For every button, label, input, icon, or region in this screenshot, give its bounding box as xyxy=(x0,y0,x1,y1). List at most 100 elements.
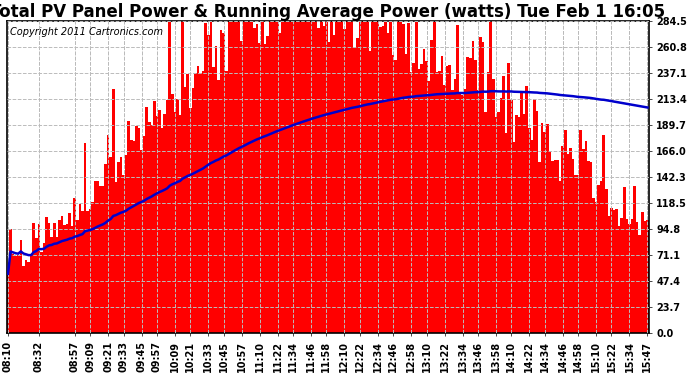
Bar xyxy=(304,21,307,333)
Bar xyxy=(592,198,595,333)
Bar xyxy=(417,69,420,333)
Bar xyxy=(331,21,333,333)
Bar xyxy=(646,220,649,333)
Bar xyxy=(348,21,351,333)
Bar xyxy=(135,126,138,333)
Bar xyxy=(222,33,225,333)
Bar xyxy=(150,125,153,333)
Bar xyxy=(71,226,73,333)
Bar xyxy=(371,21,374,333)
Bar xyxy=(325,21,328,333)
Bar xyxy=(12,254,14,333)
Bar xyxy=(7,274,9,333)
Bar xyxy=(469,58,471,333)
Bar xyxy=(210,21,212,333)
Bar xyxy=(562,146,564,333)
Bar xyxy=(143,135,146,333)
Bar xyxy=(384,21,387,333)
Bar xyxy=(30,255,32,333)
Bar xyxy=(89,209,92,333)
Bar xyxy=(359,21,361,333)
Bar xyxy=(638,235,641,333)
Bar xyxy=(48,223,50,333)
Bar xyxy=(194,73,197,333)
Bar xyxy=(595,202,598,333)
Bar xyxy=(171,94,174,333)
Bar xyxy=(574,175,577,333)
Bar xyxy=(368,51,371,333)
Bar xyxy=(374,21,377,333)
Bar xyxy=(351,21,353,333)
Bar xyxy=(549,152,551,333)
Bar xyxy=(587,161,590,333)
Bar xyxy=(220,30,222,333)
Bar xyxy=(487,72,489,333)
Bar xyxy=(61,216,63,333)
Bar xyxy=(235,21,238,333)
Bar xyxy=(341,21,343,333)
Bar xyxy=(268,21,271,333)
Bar xyxy=(559,181,562,333)
Bar xyxy=(535,111,538,333)
Bar xyxy=(277,21,279,333)
Bar xyxy=(101,186,104,333)
Bar xyxy=(644,221,646,333)
Bar xyxy=(240,41,243,333)
Bar xyxy=(99,186,101,333)
Bar xyxy=(448,64,451,333)
Bar xyxy=(125,155,128,333)
Bar xyxy=(577,176,580,333)
Bar xyxy=(556,160,559,333)
Bar xyxy=(94,181,97,333)
Bar xyxy=(181,21,184,333)
Bar xyxy=(446,66,448,333)
Bar xyxy=(292,21,295,333)
Text: Copyright 2011 Cartronics.com: Copyright 2011 Cartronics.com xyxy=(10,27,163,37)
Bar xyxy=(510,100,513,333)
Bar xyxy=(400,21,402,333)
Bar xyxy=(14,256,17,333)
Bar xyxy=(148,122,150,333)
Bar xyxy=(153,101,156,333)
Bar xyxy=(284,21,286,333)
Bar xyxy=(53,222,55,333)
Bar xyxy=(343,29,346,333)
Bar xyxy=(161,128,164,333)
Bar xyxy=(117,162,119,333)
Bar xyxy=(526,86,528,333)
Bar xyxy=(353,48,356,333)
Bar xyxy=(207,35,210,333)
Bar xyxy=(17,255,19,333)
Bar xyxy=(377,21,379,333)
Bar xyxy=(641,212,644,333)
Title: Total PV Panel Power & Running Average Power (watts) Tue Feb 1 16:05: Total PV Panel Power & Running Average P… xyxy=(0,3,665,21)
Bar xyxy=(538,162,541,333)
Bar xyxy=(81,211,83,333)
Bar xyxy=(238,21,240,333)
Bar xyxy=(551,161,553,333)
Bar xyxy=(230,21,233,333)
Bar xyxy=(119,157,122,333)
Bar xyxy=(313,21,315,333)
Bar xyxy=(346,21,348,333)
Bar xyxy=(83,142,86,333)
Bar xyxy=(443,85,446,333)
Bar xyxy=(32,223,35,333)
Bar xyxy=(261,21,264,333)
Bar xyxy=(335,21,338,333)
Bar xyxy=(176,99,179,333)
Bar xyxy=(186,75,189,333)
Bar xyxy=(618,225,620,333)
Bar xyxy=(50,237,53,333)
Bar xyxy=(35,238,37,333)
Bar xyxy=(441,56,443,333)
Bar xyxy=(164,114,166,333)
Bar xyxy=(608,216,610,333)
Bar xyxy=(43,243,46,333)
Bar xyxy=(602,135,605,333)
Bar xyxy=(217,80,220,333)
Bar xyxy=(266,36,268,333)
Bar xyxy=(533,99,535,333)
Bar xyxy=(37,224,40,333)
Bar xyxy=(582,148,584,333)
